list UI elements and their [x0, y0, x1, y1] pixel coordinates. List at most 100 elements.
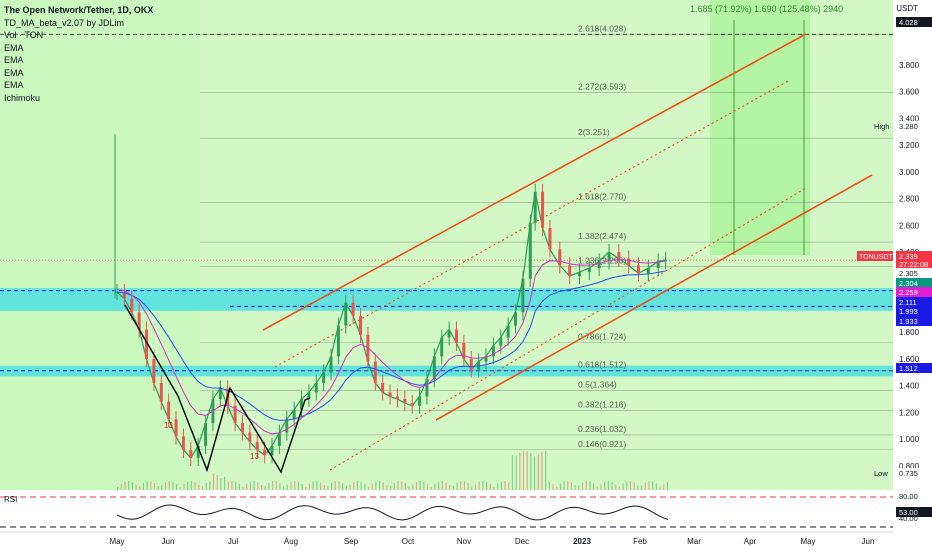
indicator-label[interactable]: EMA: [4, 67, 24, 78]
volume-bar: [489, 484, 491, 490]
volume-bar: [360, 481, 362, 490]
price-tick: 3.600: [899, 88, 920, 97]
indicator-label[interactable]: EMA: [4, 55, 24, 65]
fib-label: 2.618(4.028): [578, 23, 626, 33]
volume-bar: [548, 481, 550, 490]
candle-body: [248, 432, 252, 442]
volume-bar: [135, 484, 137, 490]
volume-bar: [128, 481, 130, 490]
volume-bar: [663, 484, 665, 490]
volume-bar: [563, 481, 565, 490]
volume-bar: [604, 481, 606, 490]
channel-upper: [262, 33, 807, 331]
candle-body: [152, 358, 156, 384]
volume-bar: [530, 453, 532, 490]
volume-bar: [423, 481, 425, 490]
fib-label: 0.146(0.921): [578, 439, 626, 449]
indicator-label[interactable]: Vol · TON: [4, 30, 44, 40]
candle-body: [373, 361, 377, 384]
volume-bar: [264, 485, 266, 490]
volume-bar: [183, 483, 185, 490]
rsi-label: RSI: [4, 495, 17, 504]
fib-label: 1.236(2.290): [578, 256, 626, 266]
indicator-label[interactable]: EMA: [4, 80, 24, 90]
rsi-panel: [0, 492, 893, 532]
candle-body: [351, 302, 355, 317]
volume-bar: [419, 481, 421, 490]
candle-body: [521, 278, 525, 313]
volume-bar: [319, 482, 322, 490]
volume-bar: [172, 481, 174, 490]
candle-body: [381, 383, 385, 393]
volume-bar: [345, 486, 347, 490]
volume-bar: [356, 481, 359, 490]
candle-body: [314, 383, 318, 393]
candle-body: [432, 356, 436, 380]
rsi-tick: 80.00: [899, 492, 918, 501]
candle-body: [189, 449, 193, 458]
price-tick: 0.800: [899, 462, 920, 471]
fib-label: 1.618(2.770): [578, 192, 626, 202]
volume-bar: [382, 482, 384, 490]
volume-bar: [596, 486, 598, 490]
volume-bar: [567, 481, 569, 490]
price-label-text: 4.028: [899, 18, 918, 27]
price-label: [896, 297, 932, 307]
fib-label: 0.382(1.216): [578, 399, 626, 409]
candle-body: [418, 396, 422, 406]
candle-body: [403, 399, 407, 404]
price-tick: 3.000: [899, 168, 920, 177]
candle-body: [627, 258, 631, 266]
volume-bar: [242, 486, 244, 490]
candle-body: [167, 401, 171, 420]
volume-bar: [633, 482, 635, 490]
volume-bar: [386, 485, 388, 490]
zigzag-pattern: [124, 304, 311, 474]
time-tick: Apr: [744, 537, 757, 546]
rsi-line: [116, 504, 669, 521]
volume-bar: [253, 481, 255, 490]
candle-body: [307, 392, 311, 400]
forecast-annotation: 1.685 (71.92%) 1.690 (125.48%) 2940: [690, 4, 843, 14]
candle-body: [130, 298, 134, 313]
time-tick: Jun: [862, 537, 875, 546]
volume-bar: [301, 483, 303, 490]
volume-bar: [279, 483, 281, 490]
volume-bar: [426, 484, 429, 490]
candle-body: [617, 251, 621, 259]
rsi-value-tag: [896, 507, 932, 517]
price-label-tag: High: [874, 122, 889, 131]
volume-bar: [412, 484, 414, 490]
candle-body: [322, 372, 326, 384]
candle-body: [440, 337, 444, 357]
volume-bar: [257, 482, 259, 490]
volume-bar: [187, 481, 189, 490]
candle-body: [388, 392, 392, 397]
time-tick: Aug: [284, 537, 298, 546]
indicator-label[interactable]: TD_MA_beta_v2.07 by JDLim: [4, 17, 125, 28]
candle-body: [577, 272, 581, 277]
price-label-text: 1.933: [899, 317, 918, 326]
fib-label: 0.786(1.724): [578, 331, 626, 341]
volume-bar: [290, 482, 292, 490]
volume-bar: [474, 484, 477, 490]
volume-bar: [164, 482, 167, 490]
volume-bar: [294, 481, 296, 490]
price-label: [896, 17, 932, 27]
indicator-label[interactable]: EMA: [4, 42, 24, 53]
volume-bar: [168, 481, 170, 490]
candle-body: [533, 191, 537, 223]
price-tick: 3.200: [899, 141, 920, 150]
volume-bar: [312, 481, 314, 490]
volume-bar: [146, 481, 148, 490]
indicator-label[interactable]: Ichimoku: [4, 92, 41, 103]
volume-bar: [522, 451, 525, 490]
volume-bar: [486, 481, 488, 490]
volume-bar: [585, 481, 587, 490]
candle-body: [159, 383, 163, 402]
volume-bar: [212, 473, 215, 490]
price-label: [896, 268, 932, 278]
price-label: [896, 259, 932, 269]
